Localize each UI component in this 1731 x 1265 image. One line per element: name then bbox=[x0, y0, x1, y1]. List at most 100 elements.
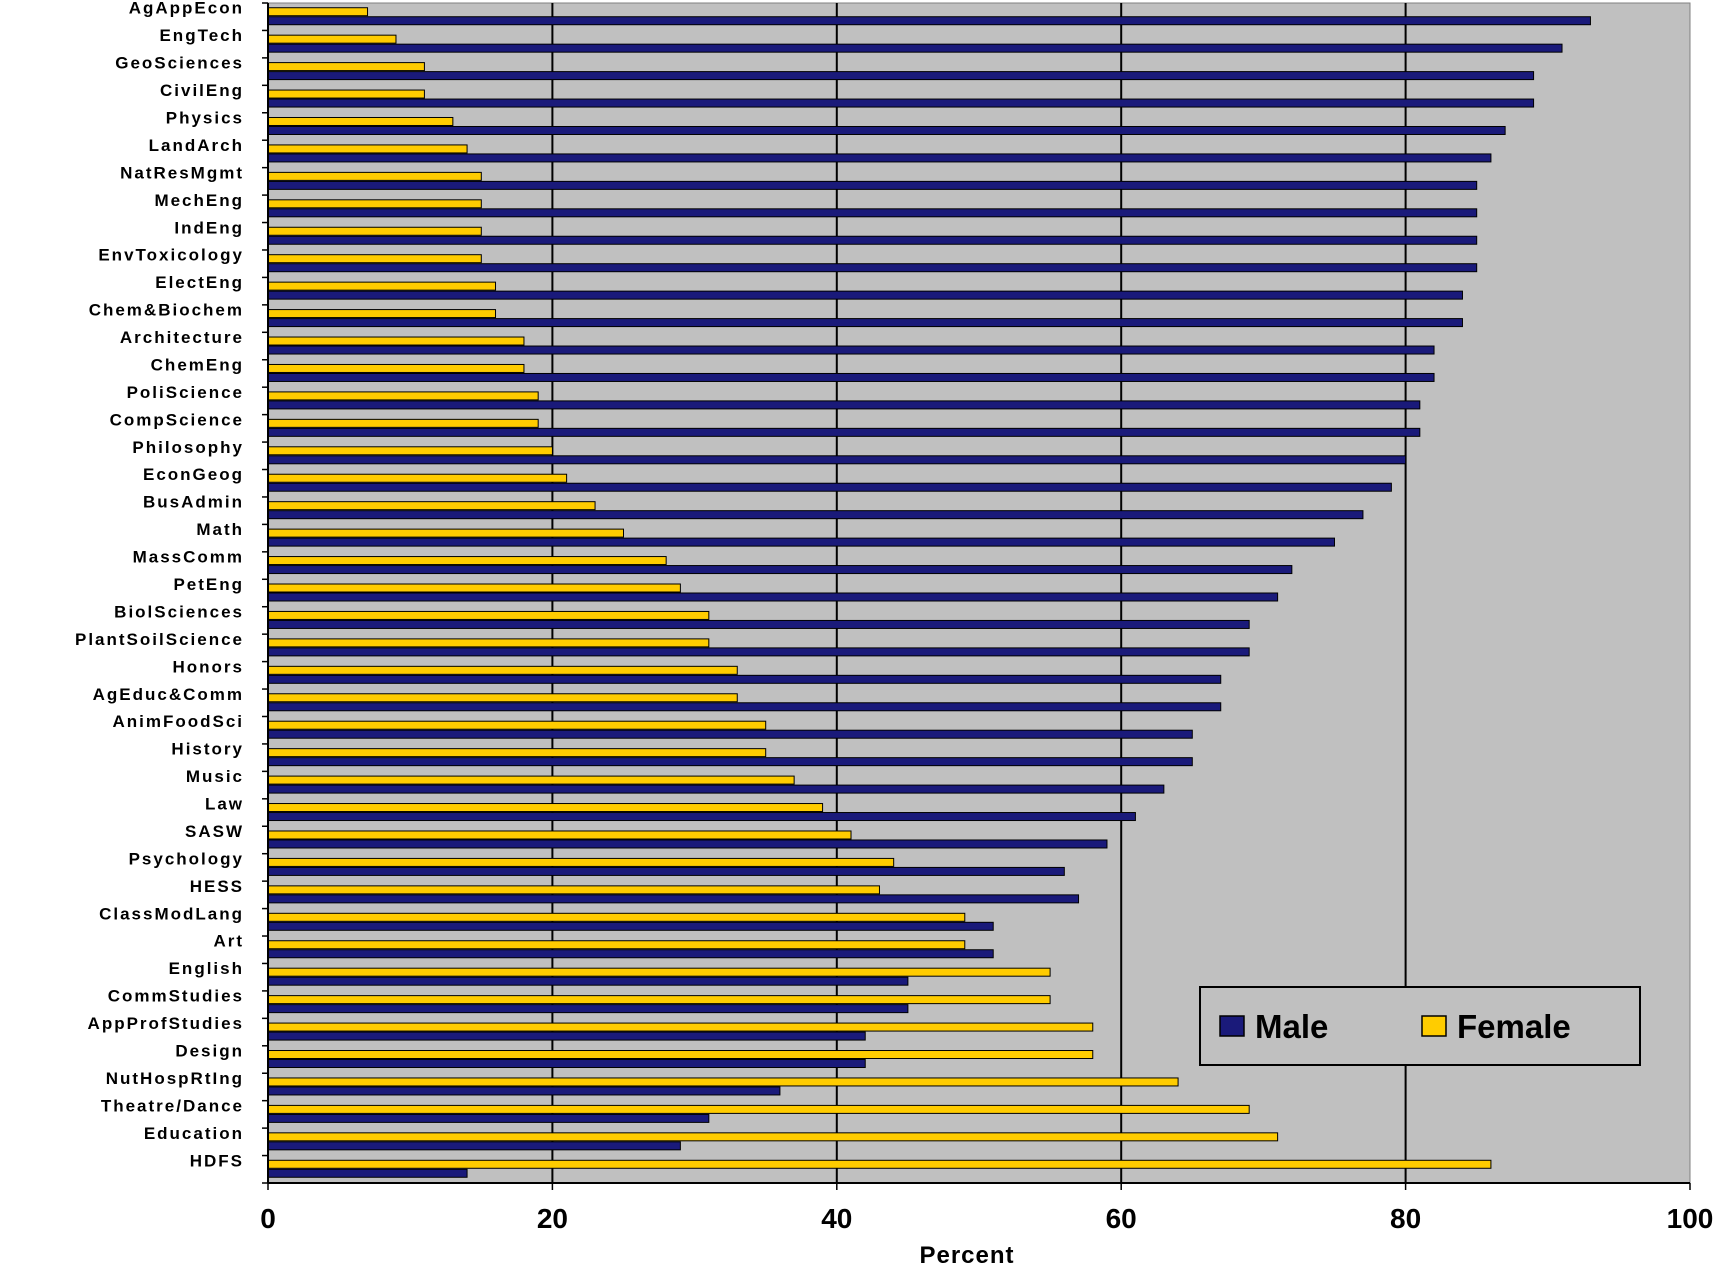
category-label: AgAppEcon bbox=[129, 0, 244, 18]
bar-female bbox=[267, 912, 966, 922]
category-label: CompScience bbox=[110, 410, 244, 429]
bar-male bbox=[267, 619, 1250, 629]
bar-male bbox=[267, 729, 1193, 739]
bar-female bbox=[267, 89, 425, 99]
bar-male bbox=[267, 318, 1463, 328]
bar-male bbox=[267, 510, 1364, 520]
x-axis-title: Percent bbox=[919, 1242, 1014, 1265]
bar-female bbox=[267, 446, 553, 456]
bar-female bbox=[267, 995, 1051, 1005]
bar-male bbox=[267, 894, 1080, 904]
bar-male bbox=[267, 949, 994, 959]
bar-female bbox=[267, 62, 425, 72]
bar-male bbox=[267, 674, 1222, 684]
bar-female bbox=[267, 254, 482, 264]
category-label: EconGeog bbox=[143, 465, 244, 484]
bar-male bbox=[267, 592, 1279, 602]
bar-female bbox=[267, 665, 738, 675]
x-tick-label: 40 bbox=[821, 1203, 852, 1234]
bar-female bbox=[267, 967, 1051, 977]
category-label: PoliScience bbox=[127, 383, 244, 402]
category-label: PlantSoilScience bbox=[75, 630, 244, 649]
category-label: EnvToxicology bbox=[98, 246, 244, 265]
bar-male bbox=[267, 208, 1478, 218]
bar-female bbox=[267, 638, 710, 648]
bar-female bbox=[267, 391, 539, 401]
category-label: Design bbox=[175, 1042, 244, 1061]
category-labels: AgAppEcon EngTech GeoSciences CivilEng Physi… bbox=[75, 0, 245, 1170]
category-label: CivilEng bbox=[160, 81, 244, 100]
category-label: Chem&Biochem bbox=[89, 301, 244, 320]
bar-female bbox=[267, 336, 525, 346]
category-label: Architecture bbox=[120, 328, 244, 347]
bar-female bbox=[267, 226, 482, 236]
category-label: Honors bbox=[173, 657, 245, 676]
category-label: MechEng bbox=[154, 191, 244, 210]
bar-male bbox=[267, 565, 1293, 575]
bar-male bbox=[267, 1031, 866, 1041]
bar-female bbox=[267, 1159, 1492, 1169]
legend-label: Female bbox=[1457, 1008, 1571, 1045]
bar-male bbox=[267, 400, 1421, 410]
category-label: Law bbox=[205, 795, 244, 814]
category-label: Psychology bbox=[129, 849, 244, 868]
category-label: Physics bbox=[166, 108, 244, 127]
bar-female bbox=[267, 803, 824, 813]
category-label: Art bbox=[213, 932, 244, 951]
bar-male bbox=[267, 372, 1435, 382]
bar-female bbox=[267, 693, 738, 703]
category-label: NutHospRtIng bbox=[106, 1069, 244, 1088]
category-label: Theatre/Dance bbox=[101, 1096, 244, 1115]
legend-label: Male bbox=[1255, 1008, 1328, 1045]
bar-female bbox=[267, 857, 895, 867]
category-label: ChemEng bbox=[151, 355, 244, 374]
bar-male bbox=[267, 921, 994, 931]
category-label: GeoSciences bbox=[115, 54, 244, 73]
bar-male bbox=[267, 1059, 866, 1069]
bar-male bbox=[267, 16, 1591, 26]
bar-male bbox=[267, 455, 1407, 465]
category-label: HDFS bbox=[190, 1151, 244, 1170]
bar-male bbox=[267, 125, 1506, 135]
bar-male bbox=[267, 482, 1392, 492]
x-tick-label: 60 bbox=[1106, 1203, 1137, 1234]
category-label: BusAdmin bbox=[143, 493, 244, 512]
bar-female bbox=[267, 144, 468, 154]
category-label: IndEng bbox=[174, 218, 244, 237]
bar-female bbox=[267, 7, 369, 17]
category-label: MassComm bbox=[133, 548, 244, 567]
category-label: Education bbox=[144, 1124, 244, 1143]
bar-male bbox=[267, 1141, 681, 1151]
bar-female bbox=[267, 1077, 1179, 1087]
x-tick-label: 80 bbox=[1390, 1203, 1421, 1234]
x-tick-label: 20 bbox=[537, 1203, 568, 1234]
x-tick-labels: 0 20 40 60 80 100 bbox=[260, 1203, 1713, 1234]
bar-female bbox=[267, 748, 767, 758]
bar-female bbox=[267, 501, 596, 511]
bar-male bbox=[267, 180, 1478, 190]
bar-female bbox=[267, 720, 767, 730]
category-label: AgEduc&Comm bbox=[93, 685, 244, 704]
bar-male bbox=[267, 976, 909, 986]
category-label: NatResMgmt bbox=[120, 163, 244, 182]
bar-male bbox=[267, 812, 1136, 822]
bar-female bbox=[267, 1104, 1250, 1114]
bar-male bbox=[267, 1086, 781, 1096]
bar-female bbox=[267, 418, 539, 428]
bar-female bbox=[267, 363, 525, 373]
bar-female bbox=[267, 830, 852, 840]
bar-female bbox=[267, 528, 624, 538]
bar-female bbox=[267, 583, 681, 593]
bar-male bbox=[267, 43, 1563, 53]
bar-female bbox=[267, 610, 710, 620]
bar-female bbox=[267, 885, 880, 895]
bar-female bbox=[267, 775, 795, 785]
legend-swatch bbox=[1421, 1015, 1447, 1037]
bar-male bbox=[267, 866, 1065, 876]
bar-male bbox=[267, 839, 1108, 849]
bars bbox=[267, 7, 1591, 1178]
bar-male bbox=[267, 153, 1492, 163]
category-label: CommStudies bbox=[108, 987, 244, 1006]
bar-male bbox=[267, 263, 1478, 273]
category-label: LandArch bbox=[149, 136, 244, 155]
